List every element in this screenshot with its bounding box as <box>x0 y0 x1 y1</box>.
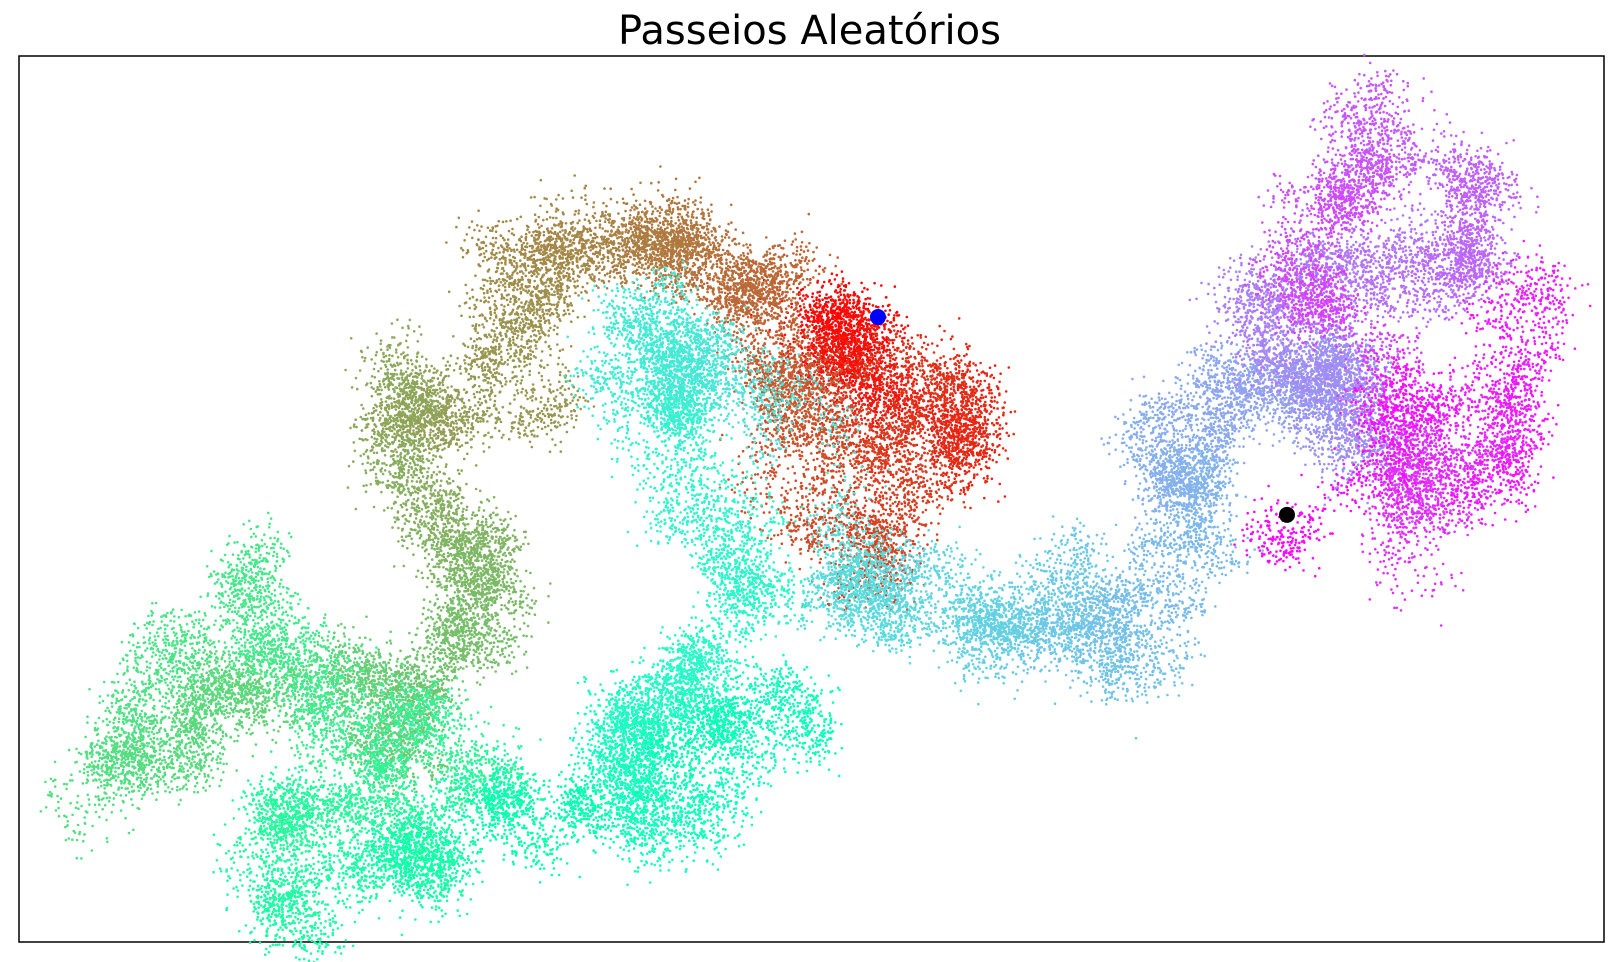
walk-point-group-74 <box>1100 493 1264 646</box>
walk-point-group-68 <box>824 525 1011 653</box>
walk-point-group-99 <box>1233 388 1447 578</box>
walk-point-group-37 <box>205 549 363 697</box>
walk-point-group-20 <box>442 296 596 453</box>
walk-point-group-19 <box>447 251 594 356</box>
walk-point-group-48 <box>439 742 585 884</box>
chart-title: Passeios Aleatórios <box>618 8 1001 54</box>
walk-point-group-73 <box>1059 545 1206 699</box>
walk-point-group-91 <box>1239 177 1387 344</box>
points-layer <box>39 53 1592 962</box>
walk-point-group-75 <box>1138 418 1247 543</box>
walk-point-group-16 <box>600 165 718 298</box>
walk-point-group-88 <box>1330 121 1540 255</box>
walk-point-group-87 <box>1414 156 1528 315</box>
walk-point-group-12 <box>713 230 872 414</box>
walk-point-group-86 <box>1349 207 1508 356</box>
walk-point-group-70 <box>960 537 1097 706</box>
walk-point-group-40 <box>365 676 550 813</box>
walk-point-group-56 <box>568 634 729 774</box>
walk-point-group-46 <box>359 780 485 924</box>
walk-point-group-94 <box>1351 421 1465 627</box>
walk-point-group-97 <box>1451 299 1577 527</box>
walk-point-group-36 <box>120 511 293 696</box>
start-point-marker <box>869 309 886 326</box>
end-point-marker <box>1279 506 1295 523</box>
walk-point-group-34 <box>39 703 195 860</box>
walk-point-group-35 <box>88 612 253 745</box>
walk-point-group-54 <box>599 711 758 887</box>
walk-point-group-23 <box>344 318 469 521</box>
walk-point-group-7 <box>806 379 952 524</box>
walk-point-group-43 <box>212 750 339 890</box>
walk-point-group-92 <box>1283 254 1431 434</box>
walk-point-group-52 <box>690 640 844 778</box>
walk-point-group-22 <box>350 325 494 453</box>
walk-point-group-64 <box>629 305 758 421</box>
walk-point-group-65 <box>680 330 891 586</box>
walk-point-group-30 <box>305 615 443 761</box>
